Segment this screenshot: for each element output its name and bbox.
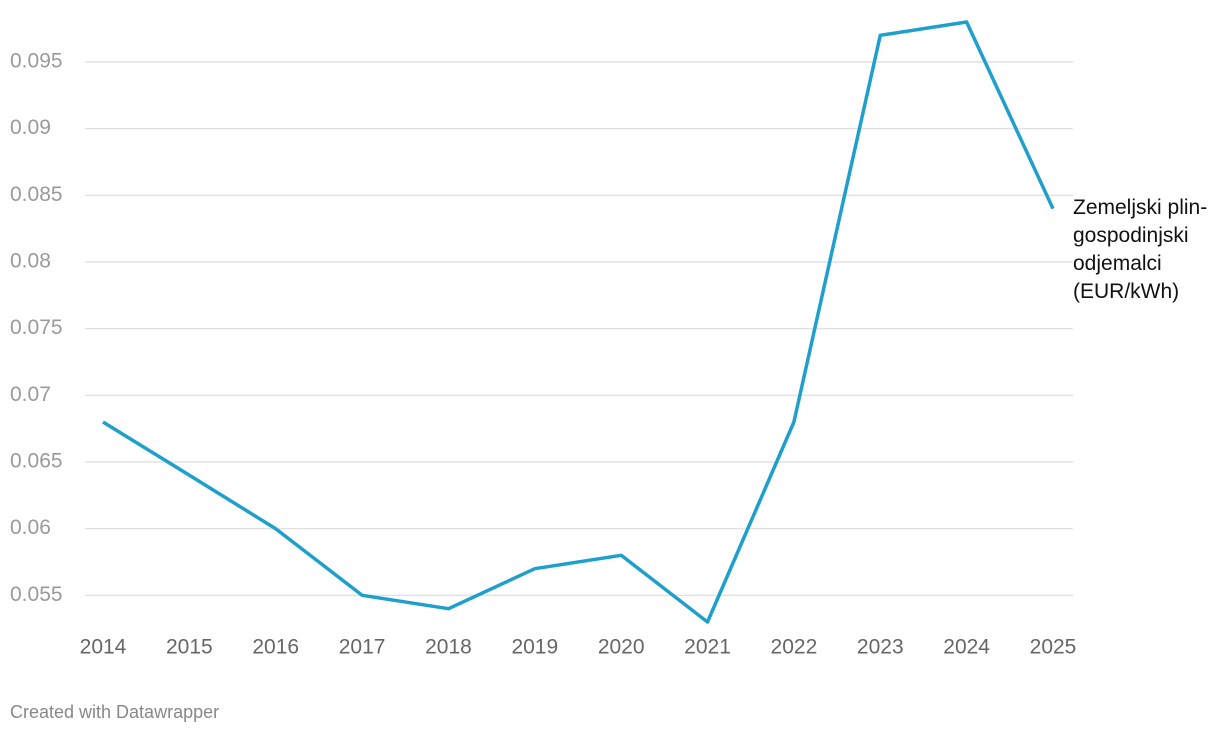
x-tick-label: 2019 — [511, 636, 558, 659]
y-tick-label: 0.07 — [10, 383, 51, 406]
footer: Created with Datawrapper — [10, 702, 220, 722]
x-tick-label: 2015 — [166, 636, 213, 659]
y-tick-label: 0.075 — [10, 316, 63, 339]
y-tick-label: 0.08 — [10, 250, 51, 273]
y-tick-label: 0.065 — [10, 450, 63, 473]
y-tick-label: 0.06 — [10, 516, 51, 539]
x-tick-label: 2020 — [598, 636, 645, 659]
x-tick-label: 2023 — [857, 636, 904, 659]
x-tick-label: 2025 — [1030, 636, 1077, 659]
series-label: Zemeljski plin-gospodinjski odjemalci (E… — [1073, 196, 1208, 303]
x-tick-label: 2024 — [943, 636, 990, 659]
x-tick-label: 2018 — [425, 636, 472, 659]
x-tick-label: 2017 — [339, 636, 386, 659]
x-tick-label: 2016 — [252, 636, 299, 659]
y-tick-label: 0.055 — [10, 583, 63, 606]
x-tick-label: 2021 — [684, 636, 731, 659]
y-tick-label: 0.09 — [10, 116, 51, 139]
x-tick-label: 2014 — [80, 636, 127, 659]
data-line — [102, 20, 1055, 624]
y-tick-label: 0.095 — [10, 50, 63, 73]
x-tick-label: 2022 — [771, 636, 818, 659]
y-tick-label: 0.085 — [10, 183, 63, 206]
